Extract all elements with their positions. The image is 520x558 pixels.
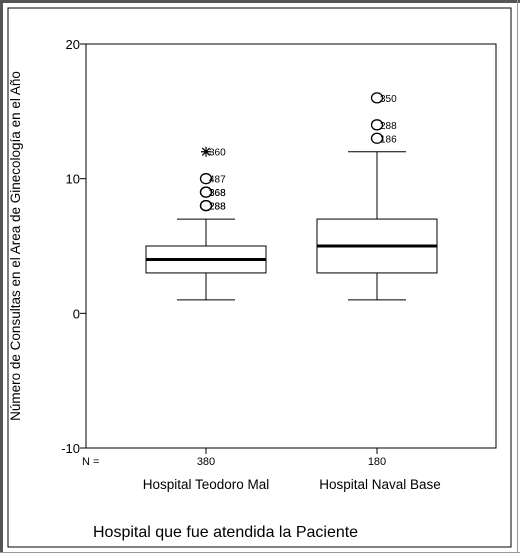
outlier-label: 350 xyxy=(380,94,397,105)
y-tick-label-0: -10 xyxy=(61,441,80,456)
outlier-label: 186 xyxy=(380,134,397,145)
outlier-circle-marker xyxy=(370,132,384,144)
outlier-circle-marker xyxy=(199,186,213,198)
outlier-circle-marker xyxy=(199,199,213,212)
outlier-label: 368 xyxy=(209,188,226,199)
outlier-star-marker xyxy=(201,146,211,157)
outlier-circle-marker xyxy=(199,173,213,185)
y-axis: -10 0 10 20 xyxy=(61,37,86,456)
outlier-circle-marker xyxy=(370,92,384,104)
inner-border xyxy=(7,7,512,548)
outlier-circle-marker xyxy=(370,119,384,131)
y-tick-label-2: 10 xyxy=(66,172,80,187)
box-group-1: 186 288 350 xyxy=(316,92,438,301)
outlier-label: 288 xyxy=(209,202,226,213)
y-axis-title: Número de Consultas en el Area de Gineco… xyxy=(8,71,23,421)
x-axis-title: Hospital que fue atendida la Paciente xyxy=(93,524,358,541)
outlier-label: 487 xyxy=(209,175,226,186)
n-label: N = xyxy=(82,456,99,468)
outlier-label: 288 xyxy=(209,202,226,213)
y-tick-label-3: 20 xyxy=(66,37,80,52)
outlier-label: 288 xyxy=(380,121,397,132)
n-count-1: 180 xyxy=(368,456,386,468)
x-axis: 380 Hospital Teodoro Mal 180 Hospital Naval… xyxy=(143,448,441,492)
n-count-0: 380 xyxy=(197,456,215,468)
x-category-label-1: Hospital Naval Base xyxy=(319,477,441,492)
outlier-label: 360 xyxy=(209,148,226,159)
outlier-label: 368 xyxy=(209,188,226,199)
x-category-label-0: Hospital Teodoro Mal xyxy=(143,477,270,492)
y-tick-label-1: 0 xyxy=(73,306,80,321)
plot-area xyxy=(85,43,497,449)
